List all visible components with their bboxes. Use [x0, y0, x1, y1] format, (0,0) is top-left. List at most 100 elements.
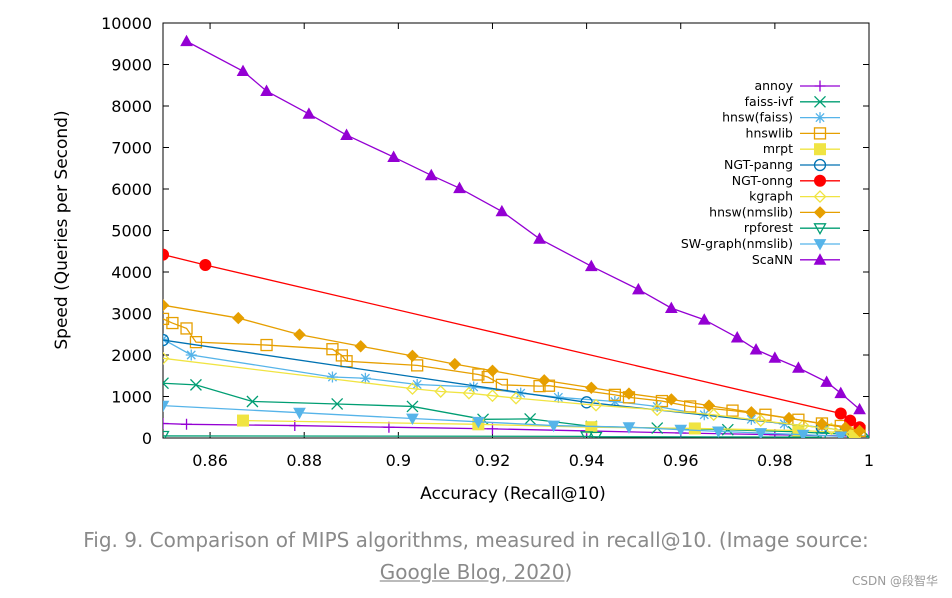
legend-marker [814, 174, 826, 187]
data-point [853, 424, 866, 438]
data-point [163, 248, 169, 261]
caption-source-link[interactable]: Google Blog, 2020 [379, 560, 565, 584]
data-point [406, 349, 419, 363]
data-point [796, 429, 810, 438]
legend-label: rpforest [744, 220, 793, 235]
y-tick-label: 10000 [101, 14, 152, 33]
data-point [589, 398, 603, 412]
data-point [411, 359, 424, 372]
legend-label: hnswlib [746, 125, 794, 140]
series-ngt-onng [163, 248, 866, 434]
data-point [768, 351, 782, 363]
series-scann [180, 34, 866, 415]
data-point [585, 421, 598, 434]
data-point [820, 375, 833, 387]
data-point [579, 431, 594, 438]
legend-label: faiss-ivf [745, 94, 794, 109]
x-axis-label: Accuracy (Recall@10) [420, 484, 606, 504]
data-point [509, 391, 523, 405]
legend-label: NGT-panng [724, 157, 793, 172]
x-tick-label: 0.96 [663, 451, 699, 470]
legend-marker [814, 143, 826, 156]
caption-closing: ) [564, 560, 573, 584]
legend-marker [814, 95, 826, 108]
data-point [448, 357, 462, 371]
data-point [580, 396, 593, 409]
data-point [359, 372, 371, 384]
y-tick-label: 1000 [111, 388, 152, 407]
data-point [584, 259, 598, 272]
data-point [424, 168, 438, 181]
data-point [383, 421, 395, 433]
data-point [707, 408, 721, 422]
data-point [434, 385, 448, 398]
data-point [387, 150, 400, 162]
x-tick-label: 0.94 [569, 451, 605, 470]
data-point [163, 333, 170, 347]
chart-container: 0.86 0.88 0.9 0.92 0.94 0.96 0.98 1 0 1000 2000 300… [52, 14, 874, 504]
data-point [331, 398, 344, 410]
y-tick-label: 6000 [111, 180, 152, 199]
data-point [495, 204, 509, 217]
data-point [406, 382, 419, 396]
data-point [688, 422, 701, 435]
data-point [834, 386, 848, 399]
data-point [749, 343, 763, 355]
data-point [163, 400, 170, 413]
legend-marker [813, 190, 827, 204]
y-tick-label: 2000 [111, 346, 152, 365]
data-point [824, 422, 838, 436]
data-point [199, 258, 212, 271]
series-kgraph [163, 351, 857, 438]
data-point [632, 282, 645, 295]
legend-marker [813, 223, 827, 236]
data-point [302, 107, 316, 119]
data-point [486, 389, 499, 403]
legend-label: hnsw(nmslib) [709, 204, 793, 219]
x-tick-label: 0.9 [386, 451, 411, 470]
data-point [712, 426, 725, 438]
legend-marker [814, 80, 826, 92]
axes: 0.86 0.88 0.9 0.92 0.94 0.96 0.98 1 0 1000 2000 300… [101, 14, 874, 470]
data-point [609, 395, 621, 407]
data-point [834, 431, 848, 438]
legend-marker [813, 206, 827, 219]
legend-label: mrpt [763, 141, 793, 156]
data-point [326, 343, 339, 356]
legend-label: kgraph [749, 189, 793, 204]
y-axis-label: Speed (Queries per Second) [52, 110, 72, 349]
data-point [650, 403, 664, 417]
series-line [163, 435, 822, 438]
figure-caption: Fig. 9. Comparison of MIPS algorithms, m… [0, 524, 952, 588]
series-rpforest [163, 430, 829, 438]
legend-marker [813, 158, 827, 172]
data-point [293, 407, 306, 420]
data-point [326, 371, 338, 383]
x-tick-label: 0.92 [475, 451, 511, 470]
data-point [163, 430, 170, 438]
data-point [665, 393, 678, 406]
y-tick-label: 5000 [111, 222, 152, 241]
data-point [354, 340, 367, 353]
legend: annoyfaiss-ivfhnsw(faiss)hnswlibmrptNGT-… [681, 78, 840, 267]
data-point [453, 181, 466, 194]
data-point [293, 328, 306, 341]
legend-label: ScaNN [752, 252, 793, 267]
data-point [232, 311, 245, 325]
data-point [237, 414, 250, 427]
chart-svg: 0.86 0.88 0.9 0.92 0.94 0.96 0.98 1 0 1000 2000 300… [52, 14, 874, 504]
data-point [683, 400, 697, 413]
data-point [260, 84, 273, 96]
data-point [340, 128, 353, 140]
data-point [163, 312, 170, 326]
series-line [163, 357, 851, 433]
data-point [468, 381, 480, 393]
data-point [163, 298, 170, 312]
data-point [754, 414, 768, 427]
y-tick-label: 0 [142, 429, 152, 448]
data-point [236, 64, 250, 77]
x-tick-label: 0.86 [192, 451, 228, 470]
y-tick-label: 4000 [111, 263, 152, 282]
data-point [697, 313, 711, 325]
data-point [792, 361, 805, 373]
